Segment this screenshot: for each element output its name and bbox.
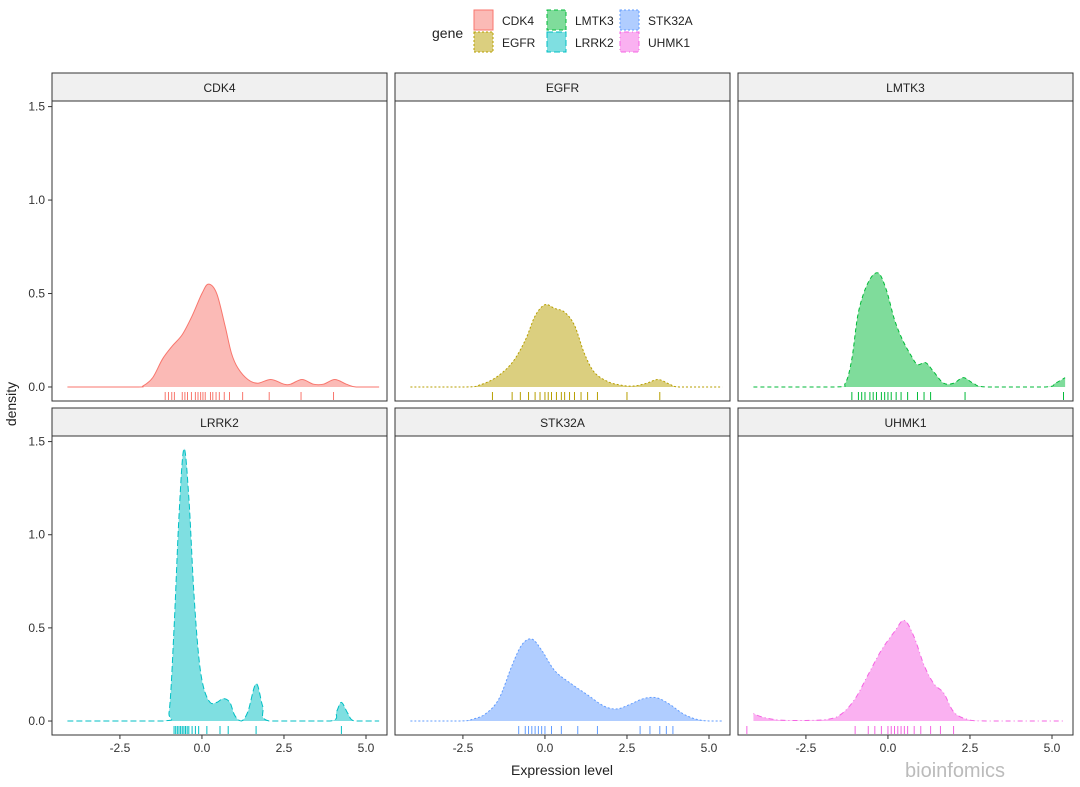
facet-strip <box>394 407 731 437</box>
density-line-cdk4 <box>67 283 380 388</box>
y-tick-label: 1.0 <box>28 528 45 542</box>
facet-strip-label: UHMK1 <box>884 416 926 430</box>
facet-strip-label: CDK4 <box>203 81 235 95</box>
facet-strip-label: EGFR <box>546 81 580 95</box>
watermark: bioinfomics <box>905 760 1005 782</box>
facet-uhmk1: UHMK1 -2.5 0.0 2.5 5.0 <box>737 407 1074 755</box>
legend-key-lmtk3 <box>546 9 567 31</box>
x-tick-label: 0.0 <box>194 741 211 755</box>
facet-cdk4: CDK4 0.0 0.5 1.0 1.5 <box>28 72 388 402</box>
x-tick-label: -2.5 <box>110 741 131 755</box>
y-tick-label: 1.5 <box>28 435 45 449</box>
x-tick-label: 2.5 <box>962 741 979 755</box>
density-line-stk32a <box>410 638 723 722</box>
facet-strip <box>394 72 731 102</box>
legend-label-egfr: EGFR <box>502 36 536 50</box>
legend-title: gene <box>432 25 463 41</box>
facet-strip <box>737 72 1074 102</box>
y-tick-label: 0.5 <box>28 287 45 301</box>
density-line-egfr <box>410 303 723 388</box>
x-tick-label: 5.0 <box>1044 741 1061 755</box>
x-tick-label: 0.0 <box>537 741 554 755</box>
facet-lmtk3: LMTK3 <box>737 72 1074 402</box>
density-line-lmtk3 <box>753 272 1066 388</box>
facet-egfr: EGFR <box>394 72 731 402</box>
legend-label-lrrk2: LRRK2 <box>575 36 614 50</box>
density-area-uhmk1 <box>753 620 1066 722</box>
density-line-lrrk2 <box>67 448 380 722</box>
legend: gene CDK4 EGFR LMTK3 LRRK2 STK32A UHMK1 <box>432 9 693 53</box>
x-tick-label: 2.5 <box>619 741 636 755</box>
legend-key-uhmk1 <box>619 31 640 53</box>
density-area-lmtk3 <box>753 272 1066 387</box>
legend-label-lmtk3: LMTK3 <box>575 14 614 28</box>
legend-label-stk32a: STK32A <box>648 14 693 28</box>
x-axis-label: Expression level <box>511 762 613 778</box>
facet-strip <box>51 72 388 102</box>
y-tick-label: 0.0 <box>28 380 45 394</box>
density-area-cdk4 <box>67 284 380 387</box>
y-tick-label: 1.0 <box>28 193 45 207</box>
y-tick-label: 0.5 <box>28 621 45 635</box>
legend-key-lrrk2 <box>546 31 567 53</box>
legend-label-uhmk1: UHMK1 <box>648 36 690 50</box>
panel-border <box>51 435 388 736</box>
facet-strip <box>737 407 1074 437</box>
x-tick-label: -2.5 <box>796 741 817 755</box>
density-line-uhmk1 <box>753 619 1066 722</box>
density-area-stk32a <box>410 638 723 722</box>
legend-key-egfr <box>473 31 494 53</box>
density-area-egfr <box>410 304 723 387</box>
facet-strip-label: LMTK3 <box>886 81 925 95</box>
facet-stk32a: STK32A -2.5 0.0 2.5 5.0 <box>394 407 731 755</box>
legend-label-cdk4: CDK4 <box>502 14 534 28</box>
legend-key-cdk4 <box>473 9 494 31</box>
x-tick-label: 0.0 <box>880 741 897 755</box>
y-tick-label: 1.5 <box>28 100 45 114</box>
legend-key-stk32a <box>619 9 640 31</box>
y-tick-label: 0.0 <box>28 714 45 728</box>
x-tick-label: 5.0 <box>358 741 375 755</box>
y-axis-label: density <box>3 382 19 426</box>
x-tick-label: 2.5 <box>276 741 293 755</box>
facet-lrrk2: LRRK2 0.0 0.5 1.0 1.5 -2.5 0.0 2.5 5.0 <box>28 407 388 755</box>
x-tick-label: 5.0 <box>701 741 718 755</box>
facet-strip-label: LRRK2 <box>200 416 239 430</box>
facet-strip <box>51 407 388 437</box>
facet-strip-label: STK32A <box>540 416 585 430</box>
x-tick-label: -2.5 <box>453 741 474 755</box>
